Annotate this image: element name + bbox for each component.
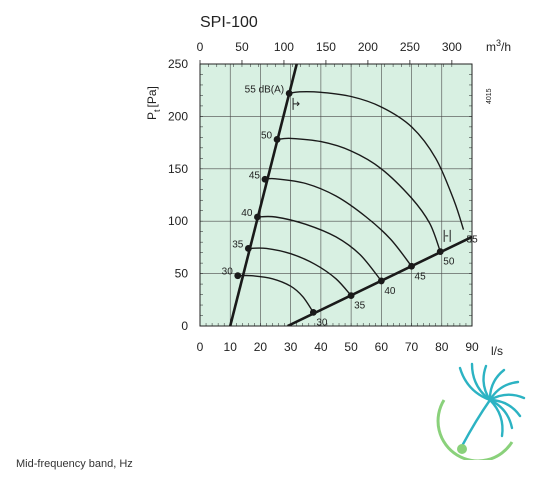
x-top-tick-label: 100 xyxy=(274,40,294,54)
series-end-marker xyxy=(408,262,415,270)
axis-ticks: 0 10 20 30 40 50 60 70 80 90 0 50 100 150 200 250 0 50 100… xyxy=(168,40,479,354)
x-bottom-tick-label: 70 xyxy=(405,340,419,354)
fan-blades-logo-icon xyxy=(436,362,526,460)
logo-blade xyxy=(482,364,492,402)
x-top-tick-label: 50 xyxy=(235,40,249,54)
series-start-marker xyxy=(234,272,242,280)
series-start-marker xyxy=(254,213,261,221)
damper-line-open xyxy=(228,64,298,326)
y-tick-label: 250 xyxy=(168,57,188,71)
y-tick-label: 100 xyxy=(168,214,188,228)
y-axis-label: Pt[Pa] xyxy=(145,86,162,120)
series-end-marker xyxy=(436,248,444,255)
chart-code: 4015 xyxy=(486,88,493,104)
x-top-unit: m3/h xyxy=(486,38,511,54)
x-top-tick-label: 300 xyxy=(442,40,462,54)
logo-blade xyxy=(470,362,492,402)
markers xyxy=(234,89,444,316)
series-start-label: 40 xyxy=(241,208,253,219)
footer-note: Mid-frequency band, Hz xyxy=(16,458,133,470)
series-end-label: 45 xyxy=(415,271,427,282)
x-bottom-tick-label: 0 xyxy=(197,340,204,354)
x-bottom-tick-label: 50 xyxy=(344,340,358,354)
y-tick-label: 200 xyxy=(168,109,188,123)
series-start-label: 45 xyxy=(249,170,261,181)
x-bottom-tick-label: 80 xyxy=(435,340,449,354)
series-start-marker xyxy=(285,89,293,97)
x-bottom-unit: l/s xyxy=(491,344,503,358)
logo-dot xyxy=(457,444,467,454)
damper-open-glyph xyxy=(292,97,300,110)
plot-frame xyxy=(199,63,473,327)
series-end-label: 50 xyxy=(443,257,455,268)
series-curve xyxy=(277,137,441,252)
plot-area xyxy=(200,64,472,326)
x-top-tick-label: 0 xyxy=(197,40,204,54)
series-curve xyxy=(289,90,465,230)
logo-blade xyxy=(488,398,504,438)
logo-blade xyxy=(488,380,520,402)
x-bottom-tick-label: 20 xyxy=(254,340,268,354)
y-tick-label: 0 xyxy=(181,319,188,333)
series-start-label: 50 xyxy=(261,130,273,141)
x-bottom-tick-label: 90 xyxy=(465,340,479,354)
logo-blade xyxy=(488,393,526,402)
x-bottom-tick-label: 10 xyxy=(224,340,238,354)
series-end-label: 35 xyxy=(354,301,366,312)
x-bottom-tick-label: 30 xyxy=(284,340,298,354)
logo-stem xyxy=(460,398,492,448)
x-top-tick-label: 250 xyxy=(400,40,420,54)
x-bottom-tick-label: 60 xyxy=(375,340,389,354)
series-end-label: 40 xyxy=(384,286,396,297)
series-start-marker xyxy=(244,245,252,252)
series-curve xyxy=(248,247,352,297)
series-end-marker xyxy=(377,277,385,285)
series-end-label: 30 xyxy=(316,317,328,328)
series-start-label: 30 xyxy=(222,267,234,278)
y-tick-label: 150 xyxy=(168,162,188,176)
series-start-label: 35 xyxy=(232,239,244,250)
x-top-tick-label: 200 xyxy=(358,40,378,54)
x-top-tick-label: 150 xyxy=(316,40,336,54)
series-start-label: 55 dB(A) xyxy=(245,84,284,95)
series-start-marker xyxy=(273,136,281,143)
x-bottom-tick-label: 40 xyxy=(314,340,328,354)
chart-title: SPI-100 xyxy=(200,14,258,31)
damper-closed-glyph xyxy=(443,229,451,242)
series-curve xyxy=(264,177,413,267)
logo-arc xyxy=(436,399,514,460)
series-start-marker xyxy=(261,175,269,183)
y-tick-label: 50 xyxy=(175,267,189,281)
series-curve xyxy=(257,215,382,282)
series-end-marker xyxy=(347,292,355,300)
logo-blade xyxy=(488,368,506,402)
series-end-marker xyxy=(309,308,317,316)
series-curve xyxy=(237,274,314,313)
